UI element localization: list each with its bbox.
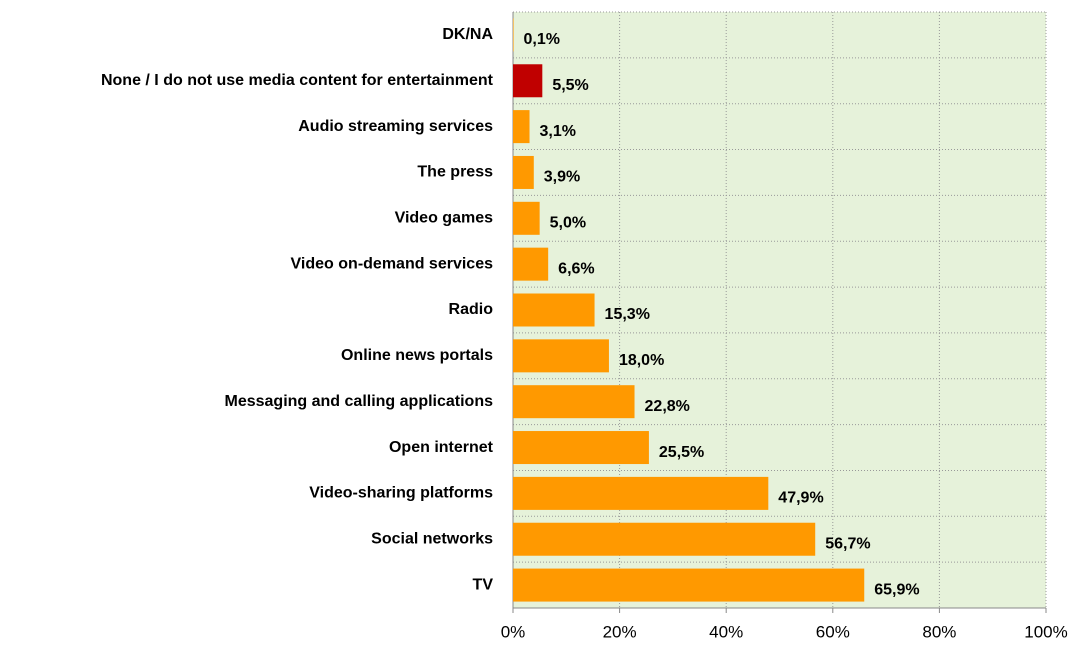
bar xyxy=(513,110,530,144)
bar xyxy=(513,522,816,556)
value-label: 47,9% xyxy=(778,490,823,507)
y-tick-label: Video-sharing platforms xyxy=(309,485,493,502)
bar xyxy=(513,568,865,602)
bar xyxy=(513,431,649,465)
value-label: 22,8% xyxy=(645,398,690,415)
value-label: 25,5% xyxy=(659,444,704,461)
value-label: 5,0% xyxy=(550,215,586,232)
value-label: 3,1% xyxy=(540,123,576,140)
y-tick-label: The press xyxy=(417,164,493,181)
bar xyxy=(513,201,540,235)
y-tick-label: Messaging and calling applications xyxy=(225,393,494,410)
y-tick-label: DK/NA xyxy=(442,26,493,43)
y-tick-label: Social networks xyxy=(371,530,493,547)
value-label: 56,7% xyxy=(825,535,870,552)
value-label: 0,1% xyxy=(524,31,560,48)
y-tick-label: TV xyxy=(473,576,494,593)
bar xyxy=(513,18,514,52)
y-tick-label: Open internet xyxy=(389,439,494,456)
value-label: 5,5% xyxy=(552,77,588,94)
x-tick-label: 20% xyxy=(603,622,637,641)
bar xyxy=(513,247,549,281)
y-tick-label: Video on-demand services xyxy=(291,255,494,272)
value-label: 18,0% xyxy=(619,352,664,369)
x-tick-label: 40% xyxy=(709,622,743,641)
y-tick-label: Video games xyxy=(395,210,494,227)
value-label: 15,3% xyxy=(605,306,650,323)
bar xyxy=(513,476,769,510)
y-tick-label: Online news portals xyxy=(341,347,493,364)
y-tick-label: None / I do not use media content for en… xyxy=(101,72,494,89)
x-tick-label: 60% xyxy=(816,622,850,641)
x-tick-label: 0% xyxy=(501,622,526,641)
y-tick-label: Audio streaming services xyxy=(298,118,493,135)
value-label: 65,9% xyxy=(874,581,919,598)
bar xyxy=(513,64,543,98)
y-tick-label: Radio xyxy=(449,301,494,318)
bar xyxy=(513,155,534,189)
value-label: 6,6% xyxy=(558,260,594,277)
bar xyxy=(513,339,609,373)
x-tick-label: 100% xyxy=(1024,622,1067,641)
x-tick-label: 80% xyxy=(922,622,956,641)
bar xyxy=(513,293,595,327)
value-label: 3,9% xyxy=(544,169,580,186)
bar xyxy=(513,385,635,419)
